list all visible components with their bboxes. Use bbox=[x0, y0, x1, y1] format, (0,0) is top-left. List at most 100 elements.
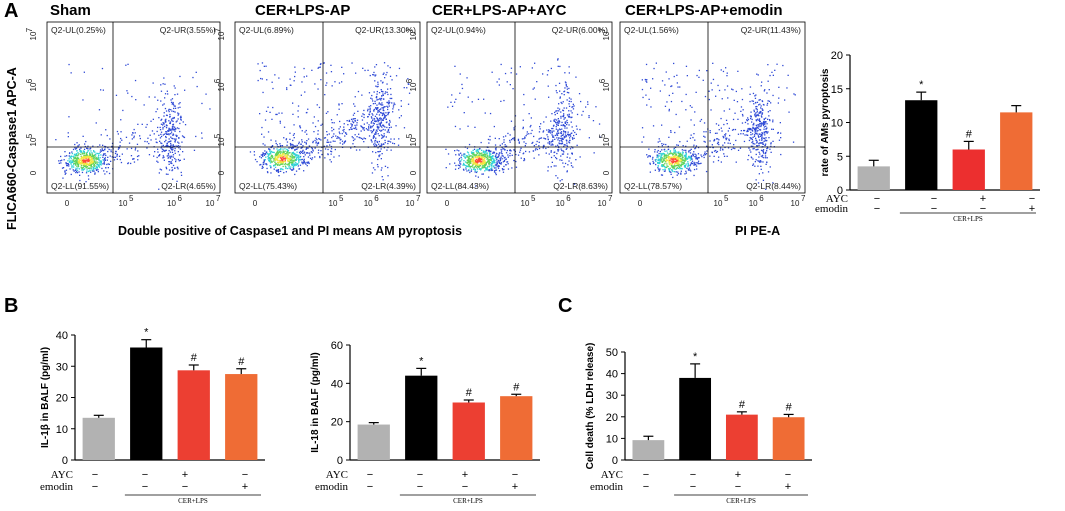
flow-event-dot bbox=[282, 165, 284, 168]
flow-event-dot bbox=[131, 138, 133, 140]
flow-event-dot bbox=[303, 151, 306, 153]
flow-event-dot bbox=[260, 154, 262, 156]
flow-event-dot bbox=[372, 103, 375, 105]
flow-event-dot bbox=[272, 106, 274, 109]
flow-event-dot bbox=[374, 142, 376, 144]
flow-event-dot bbox=[468, 158, 471, 160]
flow-event-dot bbox=[498, 78, 500, 80]
flow-event-dot bbox=[463, 164, 466, 166]
flow-event-dot bbox=[470, 158, 472, 160]
flow-y-tick-exponent: 6 bbox=[598, 78, 607, 83]
flow-event-dot bbox=[76, 165, 78, 167]
flow-event-dot bbox=[288, 164, 290, 166]
flow-event-dot bbox=[649, 171, 651, 173]
flow-event-dot bbox=[98, 152, 100, 155]
flow-event-dot bbox=[648, 148, 650, 150]
flow-event-dot bbox=[486, 152, 488, 155]
flow-event-dot bbox=[725, 133, 727, 135]
flow-event-dot bbox=[760, 107, 762, 109]
flow-event-dot bbox=[303, 152, 305, 154]
flow-event-dot bbox=[276, 150, 279, 152]
flow-event-dot bbox=[384, 106, 386, 108]
flow-event-dot bbox=[270, 167, 272, 169]
flow-event-dot bbox=[374, 80, 376, 82]
flow-event-dot bbox=[77, 145, 79, 147]
flow-x-tick-label: 0 bbox=[445, 199, 450, 208]
flow-event-dot bbox=[158, 155, 160, 157]
quadrant-ul: Q2-UL(6.89%) bbox=[239, 25, 294, 35]
flow-event-dot bbox=[658, 155, 660, 157]
flow-event-dot bbox=[746, 134, 748, 136]
flow-event-dot bbox=[678, 126, 681, 128]
flow-event-dot bbox=[696, 168, 698, 170]
flow-event-dot bbox=[172, 101, 174, 104]
flow-event-dot bbox=[127, 92, 129, 94]
flow-event-dot bbox=[695, 158, 697, 160]
flow-event-dot bbox=[461, 87, 464, 90]
flow-event-dot bbox=[378, 155, 380, 158]
flow-event-dot bbox=[458, 150, 460, 152]
flow-event-dot bbox=[369, 74, 371, 77]
flow-event-dot bbox=[761, 150, 764, 152]
flow-event-dot bbox=[533, 157, 535, 159]
flow-event-dot bbox=[468, 162, 470, 164]
group-row-label: AYC bbox=[601, 469, 623, 481]
flow-event-dot bbox=[740, 106, 743, 108]
flow-event-dot bbox=[286, 151, 288, 153]
flow-event-dot bbox=[81, 171, 84, 174]
flow-event-dot bbox=[94, 162, 97, 164]
flow-event-dot bbox=[561, 140, 563, 143]
flow-event-dot bbox=[679, 166, 681, 168]
flow-event-dot bbox=[81, 158, 83, 160]
flow-event-dot bbox=[291, 147, 293, 150]
flow-event-dot bbox=[379, 117, 381, 119]
flow-event-dot bbox=[661, 165, 663, 167]
flow-event-dot bbox=[330, 151, 333, 153]
flow-event-dot bbox=[664, 161, 667, 163]
flow-event-dot bbox=[666, 163, 668, 165]
flow-event-dot bbox=[557, 65, 559, 67]
flow-event-dot bbox=[570, 110, 572, 112]
flow-event-dot bbox=[261, 78, 263, 80]
flow-event-dot bbox=[744, 121, 747, 124]
flow-event-dot bbox=[383, 133, 385, 135]
flow-event-dot bbox=[381, 137, 383, 139]
flow-event-dot bbox=[325, 72, 328, 74]
flow-event-dot bbox=[93, 151, 95, 153]
flow-event-dot bbox=[253, 151, 255, 153]
flow-event-dot bbox=[485, 150, 487, 153]
flow-event-dot bbox=[755, 137, 757, 139]
flow-event-dot bbox=[687, 156, 690, 158]
significance-marker: # bbox=[786, 401, 793, 413]
flow-event-dot bbox=[80, 153, 82, 155]
flow-event-dot bbox=[675, 151, 677, 153]
flow-event-dot bbox=[509, 141, 511, 143]
flow-event-dot bbox=[171, 120, 173, 122]
flow-event-dot bbox=[555, 110, 557, 112]
flow-event-dot bbox=[552, 125, 555, 127]
flow-event-dot bbox=[693, 151, 695, 153]
flow-event-dot bbox=[382, 91, 384, 93]
flow-event-dot bbox=[673, 166, 675, 168]
flow-event-dot bbox=[532, 141, 534, 144]
bar bbox=[452, 402, 485, 460]
flow-event-dot bbox=[279, 149, 281, 151]
flow-event-dot bbox=[547, 131, 550, 133]
flow-event-dot bbox=[295, 148, 297, 150]
flow-event-dot bbox=[479, 158, 481, 161]
flow-event-dot bbox=[277, 159, 279, 161]
flow-event-dot bbox=[308, 145, 310, 147]
flow-event-dot bbox=[488, 150, 491, 152]
flow-event-dot bbox=[376, 130, 378, 132]
flow-event-dot bbox=[86, 159, 88, 161]
flow-event-dot bbox=[282, 158, 285, 160]
flow-event-dot bbox=[752, 100, 754, 102]
flow-event-dot bbox=[465, 166, 467, 169]
flow-event-dot bbox=[113, 156, 115, 158]
flow-event-dot bbox=[523, 152, 525, 154]
flow-event-dot bbox=[727, 97, 729, 99]
flow-event-dot bbox=[759, 120, 761, 122]
flow-event-dot bbox=[460, 152, 462, 154]
